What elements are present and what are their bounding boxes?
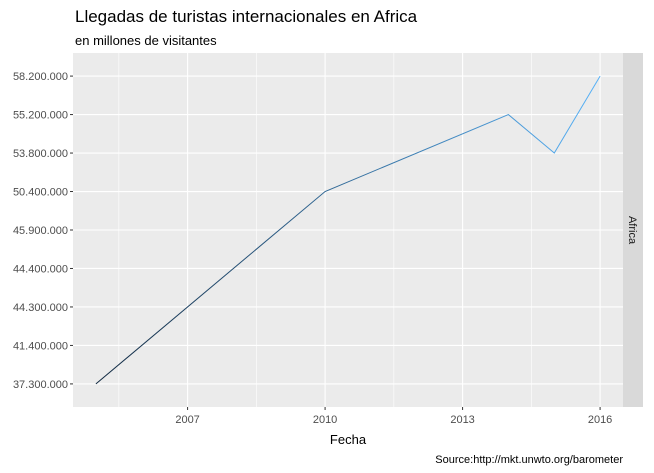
facet-strip — [623, 53, 643, 407]
x-tick-label: 2016 — [588, 414, 612, 426]
x-tick-label: 2007 — [175, 414, 199, 426]
y-tick-label: 55.200.000 — [13, 110, 68, 122]
chart-caption: Source:http://mkt.unwto.org/barometer — [435, 454, 623, 466]
series-line — [95, 75, 601, 385]
x-axis-title: Fecha — [330, 432, 367, 447]
y-tick-label: 45.900.000 — [13, 225, 68, 237]
x-tick-label: 2013 — [450, 414, 474, 426]
y-axis: 37.300.000 41.400.000 44.300.000 44.400.000… — [13, 71, 73, 391]
chart-title: Llegadas de turistas internacionales en … — [75, 7, 418, 26]
y-tick-label: 44.300.000 — [13, 302, 68, 314]
y-tick-label: 53.800.000 — [13, 148, 68, 160]
chart-subtitle: en millones de visitantes — [75, 33, 217, 48]
facet-strip-label: Africa — [626, 216, 638, 245]
y-tick-label: 50.400.000 — [13, 187, 68, 199]
y-tick-label: 58.200.000 — [13, 71, 68, 83]
series-layer — [95, 75, 601, 385]
x-tick-label: 2010 — [313, 414, 337, 426]
y-tick-label: 37.300.000 — [13, 379, 68, 391]
x-axis: 2007 2010 2013 2016 — [175, 407, 612, 426]
major-gridlines — [73, 53, 623, 407]
y-tick-label: 41.400.000 — [13, 340, 68, 352]
y-tick-label: 44.400.000 — [13, 263, 68, 275]
